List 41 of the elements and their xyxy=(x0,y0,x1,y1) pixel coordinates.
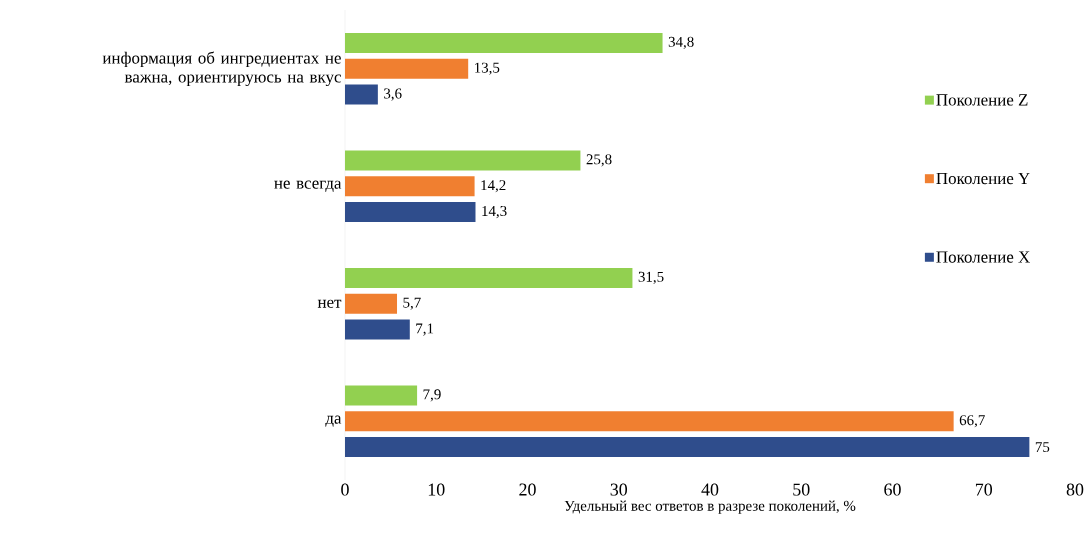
x-tick-label: 30 xyxy=(610,483,628,496)
bar xyxy=(345,267,633,288)
data-label: 7,1 xyxy=(416,323,434,336)
y-tick-label: не всегда xyxy=(274,180,342,192)
data-label: 14,3 xyxy=(482,206,507,219)
data-label: 14,2 xyxy=(481,180,506,193)
y-tick-label: нет xyxy=(317,299,342,308)
data-label: 7,9 xyxy=(423,389,441,402)
bar xyxy=(345,385,418,406)
y-tick-label: да xyxy=(325,415,342,427)
legend-label: Поколение Z xyxy=(936,94,1028,106)
bar xyxy=(345,150,581,171)
bar xyxy=(345,437,1030,458)
x-tick-label: 40 xyxy=(701,483,719,496)
x-tick-label: 60 xyxy=(884,483,901,496)
x-tick-label: 70 xyxy=(975,483,993,496)
data-label: 13,5 xyxy=(475,62,500,75)
bar xyxy=(345,84,378,105)
bar xyxy=(345,202,476,223)
bar xyxy=(345,176,475,197)
data-label: 66,7 xyxy=(959,415,985,428)
data-label: 31,5 xyxy=(638,271,664,284)
x-tick-label: 10 xyxy=(428,483,445,496)
data-label: 34,8 xyxy=(668,36,694,50)
legend-label: Поколение Y xyxy=(936,172,1030,185)
legend-label: Поколение X xyxy=(936,251,1030,263)
x-axis-title: Удельный вес ответов в разрезе поколений, % xyxy=(564,500,856,514)
data-label: 5,7 xyxy=(403,297,421,310)
bar xyxy=(345,58,469,79)
x-tick-label: 0 xyxy=(341,483,349,496)
x-tick-label: 50 xyxy=(793,483,810,496)
y-tick-label: информация об ингредиентах не важна, ориентируюсь на вкус xyxy=(102,51,341,87)
x-tick-label: 20 xyxy=(519,483,536,496)
bar xyxy=(345,32,663,53)
data-label: 75 xyxy=(1035,442,1050,453)
bar xyxy=(345,319,410,340)
x-tick-label: 80 xyxy=(1066,483,1084,496)
bar xyxy=(345,293,398,314)
data-label: 25,8 xyxy=(586,154,612,167)
bar xyxy=(345,411,954,432)
data-label: 3,6 xyxy=(384,88,402,101)
